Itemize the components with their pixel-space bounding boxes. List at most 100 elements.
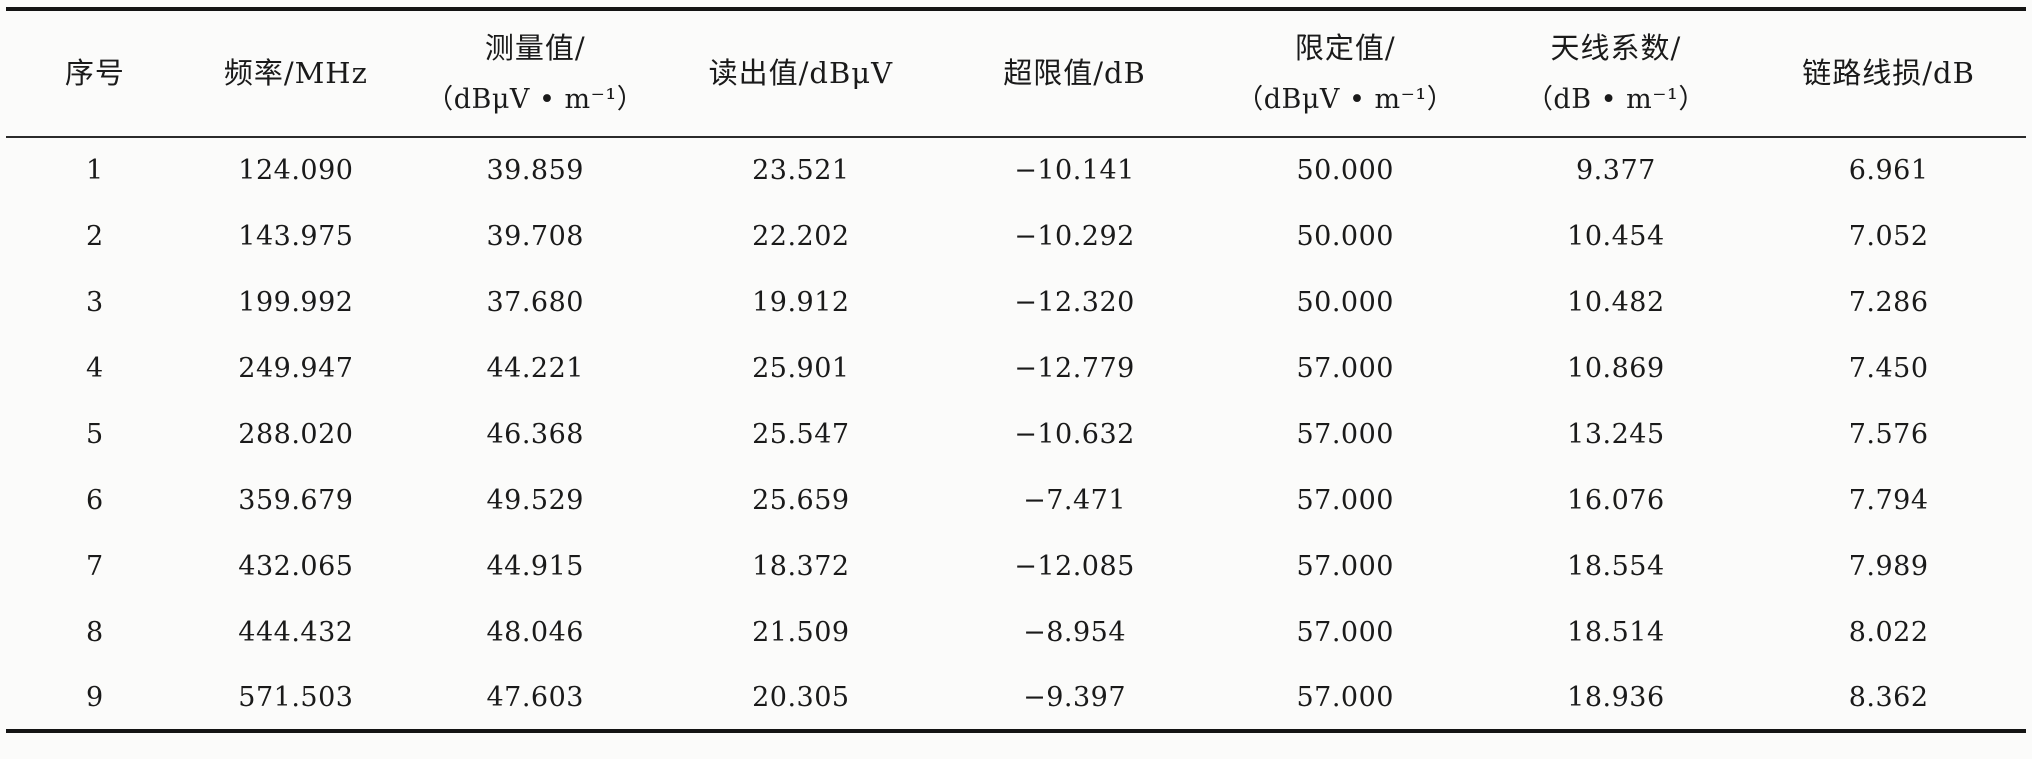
cell-limit-value: 57.000 (1296, 550, 1394, 582)
cell-index: 7 (86, 550, 104, 582)
header-label-measured-value: 测量值/ (484, 31, 586, 66)
header-cell-measured-value: 测量值/ （dBμV • m⁻¹） (407, 9, 663, 138)
cell-frequency: 432.065 (238, 550, 354, 582)
header-unit-measured-value: （dBμV • m⁻¹） (426, 83, 645, 115)
cell-link-line-loss: 7.794 (1848, 484, 1929, 516)
header-label-readout-value: 读出值/dBμV (708, 55, 894, 90)
cell-over-limit-value: −12.779 (1014, 352, 1135, 384)
cell-readout-value: 22.202 (752, 220, 850, 252)
cell-index: 5 (86, 418, 104, 450)
cell-limit-value: 50.000 (1296, 155, 1394, 186)
cell-over-limit-value: −8.954 (1023, 616, 1127, 648)
cell-link-line-loss: 6.961 (1848, 155, 1929, 186)
cell-measured-value: 49.529 (486, 484, 584, 516)
cell-index: 9 (86, 681, 104, 713)
cell-readout-value: 23.521 (752, 155, 850, 186)
cell-antenna-factor: 10.482 (1567, 286, 1665, 318)
table-body: 1 124.090 39.859 23.521 −10.141 50.000 9… (6, 137, 2026, 731)
table-row: 4 249.947 44.221 25.901 −12.779 57.000 1… (6, 335, 2026, 401)
cell-frequency: 124.090 (238, 155, 354, 186)
cell-link-line-loss: 7.052 (1848, 220, 1929, 252)
cell-frequency: 444.432 (238, 616, 354, 648)
header-cell-over-limit-value: 超限值/dB (939, 9, 1210, 138)
header-row: 序号 频率/MHz 测量值/ （dBμV • m⁻¹） 读出值/dBμV 超限值… (6, 9, 2026, 138)
cell-index: 1 (86, 155, 104, 186)
cell-antenna-factor: 16.076 (1567, 484, 1665, 516)
cell-limit-value: 57.000 (1296, 681, 1394, 713)
cell-antenna-factor: 18.514 (1567, 616, 1665, 648)
cell-antenna-factor: 10.869 (1567, 352, 1665, 384)
cell-readout-value: 25.547 (752, 418, 850, 450)
cell-readout-value: 18.372 (752, 550, 850, 582)
header-cell-readout-value: 读出值/dBμV (662, 9, 940, 138)
cell-antenna-factor: 9.377 (1576, 155, 1656, 186)
cell-index: 3 (86, 286, 104, 318)
table-row: 3 199.992 37.680 19.912 −12.320 50.000 1… (6, 269, 2026, 335)
cell-over-limit-value: −10.632 (1014, 418, 1135, 450)
cell-index: 8 (86, 616, 104, 648)
cell-antenna-factor: 13.245 (1567, 418, 1665, 450)
cell-index: 4 (86, 352, 104, 384)
cell-limit-value: 50.000 (1296, 220, 1394, 252)
cell-readout-value: 20.305 (752, 681, 850, 713)
cell-measured-value: 39.708 (486, 220, 584, 252)
cell-over-limit-value: −9.397 (1023, 681, 1127, 713)
cell-frequency: 359.679 (238, 484, 354, 516)
cell-link-line-loss: 8.362 (1848, 681, 1929, 713)
cell-readout-value: 25.901 (752, 352, 850, 384)
cell-limit-value: 57.000 (1296, 484, 1394, 516)
cell-limit-value: 57.000 (1296, 352, 1394, 384)
table-row: 6 359.679 49.529 25.659 −7.471 57.000 16… (6, 467, 2026, 533)
header-unit-limit-value: （dBμV • m⁻¹） (1236, 83, 1455, 115)
cell-readout-value: 19.912 (752, 286, 850, 318)
cell-frequency: 288.020 (238, 418, 354, 450)
cell-frequency: 249.947 (238, 352, 354, 384)
cell-frequency: 571.503 (238, 681, 354, 713)
cell-measured-value: 48.046 (486, 616, 584, 648)
cell-over-limit-value: −12.320 (1014, 286, 1135, 318)
cell-link-line-loss: 7.989 (1848, 550, 1929, 582)
cell-frequency: 143.975 (238, 220, 354, 252)
cell-limit-value: 57.000 (1296, 418, 1394, 450)
header-cell-frequency: 频率/MHz (183, 9, 408, 138)
table-row: 2 143.975 39.708 22.202 −10.292 50.000 1… (6, 203, 2026, 269)
header-unit-antenna-factor: （dB • m⁻¹） (1525, 83, 1706, 115)
cell-measured-value: 39.859 (486, 155, 584, 186)
table-row: 5 288.020 46.368 25.547 −10.632 57.000 1… (6, 401, 2026, 467)
header-cell-antenna-factor: 天线系数/ （dB • m⁻¹） (1480, 9, 1752, 138)
cell-over-limit-value: −7.471 (1023, 484, 1127, 516)
cell-frequency: 199.992 (238, 286, 354, 318)
cell-limit-value: 50.000 (1296, 286, 1394, 318)
table-row: 7 432.065 44.915 18.372 −12.085 57.000 1… (6, 533, 2026, 599)
cell-over-limit-value: −10.292 (1014, 220, 1135, 252)
header-cell-link-line-loss: 链路线损/dB (1751, 9, 2026, 138)
header-cell-limit-value: 限定值/ （dBμV • m⁻¹） (1209, 9, 1481, 138)
table-row: 1 124.090 39.859 23.521 −10.141 50.000 9… (6, 137, 2026, 203)
cell-over-limit-value: −10.141 (1014, 155, 1135, 186)
cell-measured-value: 46.368 (486, 418, 584, 450)
header-label-link-line-loss: 链路线损/dB (1802, 55, 1975, 90)
header-cell-index: 序号 (6, 9, 184, 138)
cell-link-line-loss: 8.022 (1848, 616, 1929, 648)
cell-measured-value: 44.221 (486, 352, 584, 384)
table-row: 9 571.503 47.603 20.305 −9.397 57.000 18… (6, 665, 2026, 731)
cell-index: 6 (86, 484, 104, 516)
cell-measured-value: 37.680 (486, 286, 584, 318)
cell-readout-value: 21.509 (752, 616, 850, 648)
cell-index: 2 (86, 220, 104, 252)
cell-link-line-loss: 7.576 (1848, 418, 1929, 450)
cell-over-limit-value: −12.085 (1014, 550, 1135, 582)
cell-antenna-factor: 18.936 (1567, 681, 1665, 713)
table-header: 序号 频率/MHz 测量值/ （dBμV • m⁻¹） 读出值/dBμV 超限值… (6, 9, 2026, 138)
cell-limit-value: 57.000 (1296, 616, 1394, 648)
cell-readout-value: 25.659 (752, 484, 850, 516)
cell-measured-value: 44.915 (486, 550, 584, 582)
measurement-data-table: 序号 频率/MHz 测量值/ （dBμV • m⁻¹） 读出值/dBμV 超限值… (6, 7, 2026, 733)
cell-antenna-factor: 18.554 (1567, 550, 1665, 582)
cell-link-line-loss: 7.450 (1848, 352, 1929, 384)
cell-link-line-loss: 7.286 (1848, 286, 1929, 318)
cell-measured-value: 47.603 (486, 681, 584, 713)
header-label-index: 序号 (64, 55, 125, 90)
cell-antenna-factor: 10.454 (1567, 220, 1665, 252)
header-label-antenna-factor: 天线系数/ (1550, 31, 1682, 66)
